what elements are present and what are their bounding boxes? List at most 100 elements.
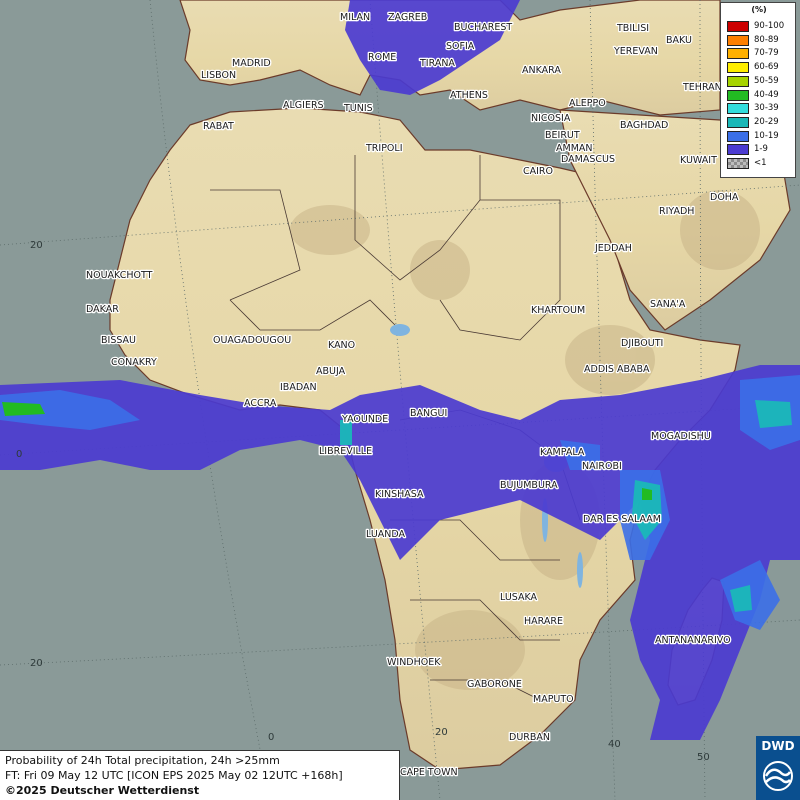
- legend-item: 40-49: [727, 89, 793, 101]
- legend-label: 50-59: [754, 75, 779, 86]
- legend-swatch: [727, 21, 749, 32]
- legend-swatch: [727, 144, 749, 156]
- city-label: RABAT: [203, 121, 234, 132]
- city-labels: MILAN ZAGREB BUCHAREST ROME SOFIA TIRANA MADRI…: [85, 11, 741, 780]
- city-label: BAGHDAD: [620, 120, 668, 131]
- legend-label: <1: [754, 158, 767, 168]
- dwd-logo-text: DWD: [761, 739, 795, 753]
- city-label: TBILISI: [616, 23, 649, 34]
- longitude-labels: 0 20 40 50: [268, 727, 710, 763]
- city-label: ANTANANARIVO: [655, 635, 731, 646]
- lat-label-20s: 20: [30, 658, 43, 669]
- lon-label-0: 0: [268, 732, 274, 743]
- city-label: DAMASCUS: [561, 154, 615, 165]
- legend-label: 90-100: [754, 21, 785, 31]
- legend-swatch: [727, 116, 749, 128]
- city-label: MAPUTO: [533, 694, 574, 705]
- city-label: BUJUMBURA: [500, 480, 558, 491]
- lat-label-20n: 20: [30, 240, 43, 251]
- city-label: KHARTOUM: [531, 305, 585, 316]
- precip-europe-1-9: [345, 0, 520, 95]
- copyright-notice: ©2025 Deutscher Wetterdienst: [5, 784, 200, 797]
- city-label: WINDHOEK: [387, 657, 441, 668]
- city-label: SANA'A: [650, 299, 686, 310]
- city-label: MOGADISHU: [651, 431, 711, 442]
- lon-label-20: 20: [435, 727, 448, 738]
- city-label: RIYADH: [659, 206, 694, 217]
- city-label: DURBAN: [509, 732, 550, 743]
- city-label: KANO: [328, 340, 355, 351]
- city-label: TRIPOLI: [365, 143, 403, 154]
- city-label: ABUJA: [316, 366, 346, 377]
- legend-item: <1: [727, 158, 793, 169]
- city-label: ADDIS ABABA: [584, 364, 650, 375]
- legend-item: 1-9: [727, 144, 793, 156]
- legend-swatch: [727, 34, 749, 46]
- legend-label: 10-19: [754, 130, 779, 141]
- city-label: OUAGADOUGOU: [213, 335, 291, 346]
- city-label: JEDDAH: [594, 243, 632, 254]
- city-label: TIRANA: [419, 58, 455, 69]
- info-panel: Probability of 24h Total precipitation, …: [0, 750, 400, 800]
- lat-label-0: 0: [16, 449, 22, 460]
- legend-item: 80-89: [727, 34, 793, 46]
- city-label: BISSAU: [101, 335, 136, 346]
- city-label: DAKAR: [86, 304, 119, 315]
- legend-label: 80-89: [754, 34, 779, 45]
- city-label: KUWAIT: [680, 155, 717, 166]
- city-label: CAPE TOWN: [400, 767, 458, 778]
- city-label: ACCRA: [244, 398, 277, 409]
- city-label: CAIRO: [523, 166, 553, 177]
- legend-swatch: [727, 130, 749, 142]
- city-label: ALGIERS: [283, 100, 324, 111]
- city-label: LUANDA: [366, 529, 406, 540]
- city-label: NOUAKCHOTT: [86, 270, 153, 281]
- city-label: IBADAN: [280, 382, 317, 393]
- city-label: ALEPPO: [569, 98, 606, 109]
- city-label: SOFIA: [446, 41, 475, 52]
- city-label: YAOUNDE: [341, 414, 388, 425]
- city-label: GABORONE: [467, 679, 522, 690]
- city-label: ANKARA: [522, 65, 561, 76]
- city-label: DOHA: [710, 192, 739, 203]
- city-label: TUNIS: [343, 103, 373, 114]
- city-label: BUCHAREST: [454, 22, 512, 33]
- legend-swatch: [727, 48, 749, 60]
- legend-swatch: [727, 89, 749, 101]
- legend-label: 20-29: [754, 116, 779, 127]
- lon-label-40: 40: [608, 739, 621, 750]
- legend-swatch: [727, 158, 749, 169]
- city-label: MILAN: [340, 12, 370, 23]
- legend-swatch: [727, 62, 749, 74]
- city-label: TEHRAN: [682, 82, 722, 93]
- product-description: Probability of 24h Total precipitation, …: [5, 754, 280, 767]
- latitude-labels: 20 0 20: [16, 240, 43, 669]
- legend-label: 40-49: [754, 89, 779, 100]
- city-label: MADRID: [232, 58, 271, 69]
- lon-label-50: 50: [697, 752, 710, 763]
- legend-item: 50-59: [727, 75, 793, 87]
- legend-title: (%): [751, 5, 767, 14]
- city-label: YEREVAN: [613, 46, 658, 57]
- city-label: DAR ES SALAAM: [583, 514, 661, 525]
- legend-label: 1-9: [754, 144, 768, 155]
- city-label: LISBON: [201, 70, 236, 81]
- legend-label: 60-69: [754, 62, 779, 73]
- city-label: KINSHASA: [375, 489, 424, 500]
- legend-swatch: [727, 75, 749, 87]
- city-label: AMMAN: [556, 143, 593, 154]
- city-label: BANGUI: [410, 408, 447, 419]
- legend-label: 70-79: [754, 48, 779, 59]
- city-label: HARARE: [524, 616, 563, 627]
- city-label: NICOSIA: [531, 113, 571, 124]
- dwd-swirl-icon: [763, 761, 793, 791]
- city-label: BEIRUT: [545, 130, 580, 141]
- legend-panel: (%) 90-100 80-89 70-79 60-69 50-59 40-49 30-39…: [720, 2, 796, 178]
- city-label: BAKU: [666, 35, 692, 46]
- city-label: ROME: [368, 52, 396, 63]
- city-label: LIBREVILLE: [319, 446, 372, 457]
- legend-item: 30-39: [727, 103, 793, 115]
- city-label: KAMPALA: [540, 447, 585, 458]
